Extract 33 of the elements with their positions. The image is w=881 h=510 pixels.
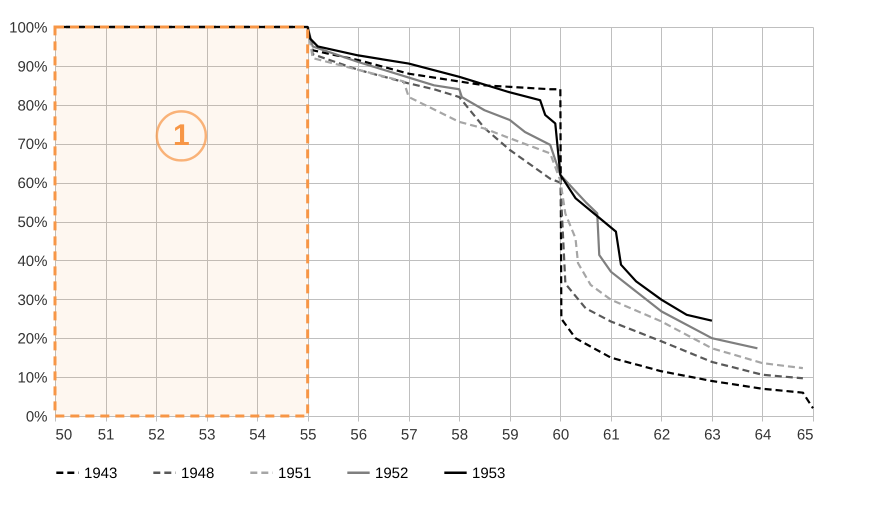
y-tick-label: 90% bbox=[17, 58, 48, 76]
x-tick-label: 56 bbox=[350, 426, 368, 444]
x-tick-label: 62 bbox=[654, 426, 670, 444]
y-tick-label: 60% bbox=[17, 175, 48, 192]
legend-label: 1943 bbox=[84, 464, 118, 482]
x-tick-label: 54 bbox=[249, 426, 266, 444]
x-tick-label: 52 bbox=[148, 426, 165, 444]
y-tick-label: 30% bbox=[17, 292, 48, 309]
x-tick-label: 64 bbox=[754, 426, 772, 444]
y-tick-label: 10% bbox=[17, 370, 48, 387]
band-label: 1 bbox=[172, 118, 190, 152]
y-tick-label: 20% bbox=[17, 330, 48, 348]
x-tick-label: 58 bbox=[451, 426, 468, 444]
x-tick-label: 63 bbox=[704, 426, 721, 444]
x-tick-label: 53 bbox=[198, 426, 216, 444]
x-tick-label: 59 bbox=[502, 426, 519, 444]
legend-label: 1948 bbox=[181, 464, 214, 482]
y-tick-label: 70% bbox=[17, 136, 48, 154]
y-tick-label: 100% bbox=[9, 20, 48, 36]
x-tick-label: 61 bbox=[603, 426, 620, 444]
y-tick-label: 0% bbox=[26, 408, 48, 426]
legend-label: 1953 bbox=[472, 464, 506, 482]
legend-label: 1952 bbox=[375, 464, 408, 482]
x-tick-label: 57 bbox=[400, 426, 418, 444]
x-tick-label: 65 bbox=[796, 426, 814, 444]
legend-label: 1951 bbox=[278, 464, 312, 482]
x-tick-label: 50 bbox=[56, 426, 72, 444]
x-tick-label: 60 bbox=[552, 426, 570, 444]
y-tick-label: 40% bbox=[17, 252, 48, 270]
x-tick-label: 51 bbox=[98, 426, 114, 444]
x-tick-label: 55 bbox=[300, 426, 317, 444]
y-tick-label: 80% bbox=[17, 97, 48, 114]
y-tick-label: 50% bbox=[17, 214, 48, 231]
